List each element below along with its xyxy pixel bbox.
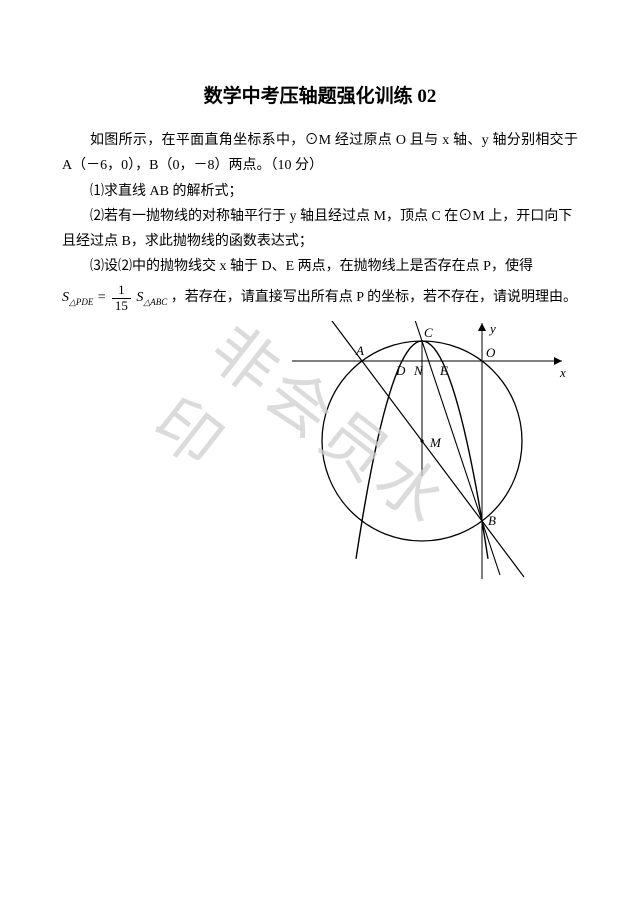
sub-abc: △ABC (143, 297, 167, 307)
question-3b: ，若存在，请直接写出所有点 P 的坐标，若不存在，请说明理由。 (171, 290, 577, 305)
svg-text:x: x (559, 365, 566, 380)
svg-text:E: E (439, 363, 448, 378)
svg-text:A: A (355, 343, 364, 358)
svg-text:D: D (395, 363, 406, 378)
equals: = (97, 290, 110, 305)
svg-text:C: C (424, 325, 433, 340)
sub-pde: △PDE (69, 297, 93, 307)
question-1: ⑴求直线 AB 的解析式； (62, 179, 578, 204)
svg-text:M: M (429, 435, 442, 450)
svg-text:O: O (486, 345, 496, 360)
S-left: S (62, 290, 69, 305)
geometry-figure: y x O A C DNE M B (292, 321, 578, 590)
equation-line: S△PDE = 115 S△ABC ，若存在，请直接写出所有点 P 的坐标，若不… (62, 283, 578, 313)
svg-text:N: N (413, 363, 424, 378)
paragraph-intro: 如图所示，在平面直角坐标系中，⊙M 经过原点 O 且与 x 轴、y 轴分别相交于… (62, 128, 578, 178)
question-3a: ⑶设⑵中的抛物线交 x 轴于 D、E 两点，在抛物线上是否存在点 P，使得 (62, 254, 578, 279)
frac-den: 15 (112, 299, 131, 313)
page-title: 数学中考压轴题强化训练 02 (62, 80, 578, 114)
svg-text:B: B (488, 513, 496, 528)
svg-text:y: y (488, 321, 496, 336)
frac-num: 1 (112, 283, 131, 298)
fraction: 115 (112, 283, 131, 313)
question-2: ⑵若有一抛物线的对称轴平行于 y 轴且经过点 M，顶点 C 在⊙M 上，开口向下… (62, 204, 578, 254)
